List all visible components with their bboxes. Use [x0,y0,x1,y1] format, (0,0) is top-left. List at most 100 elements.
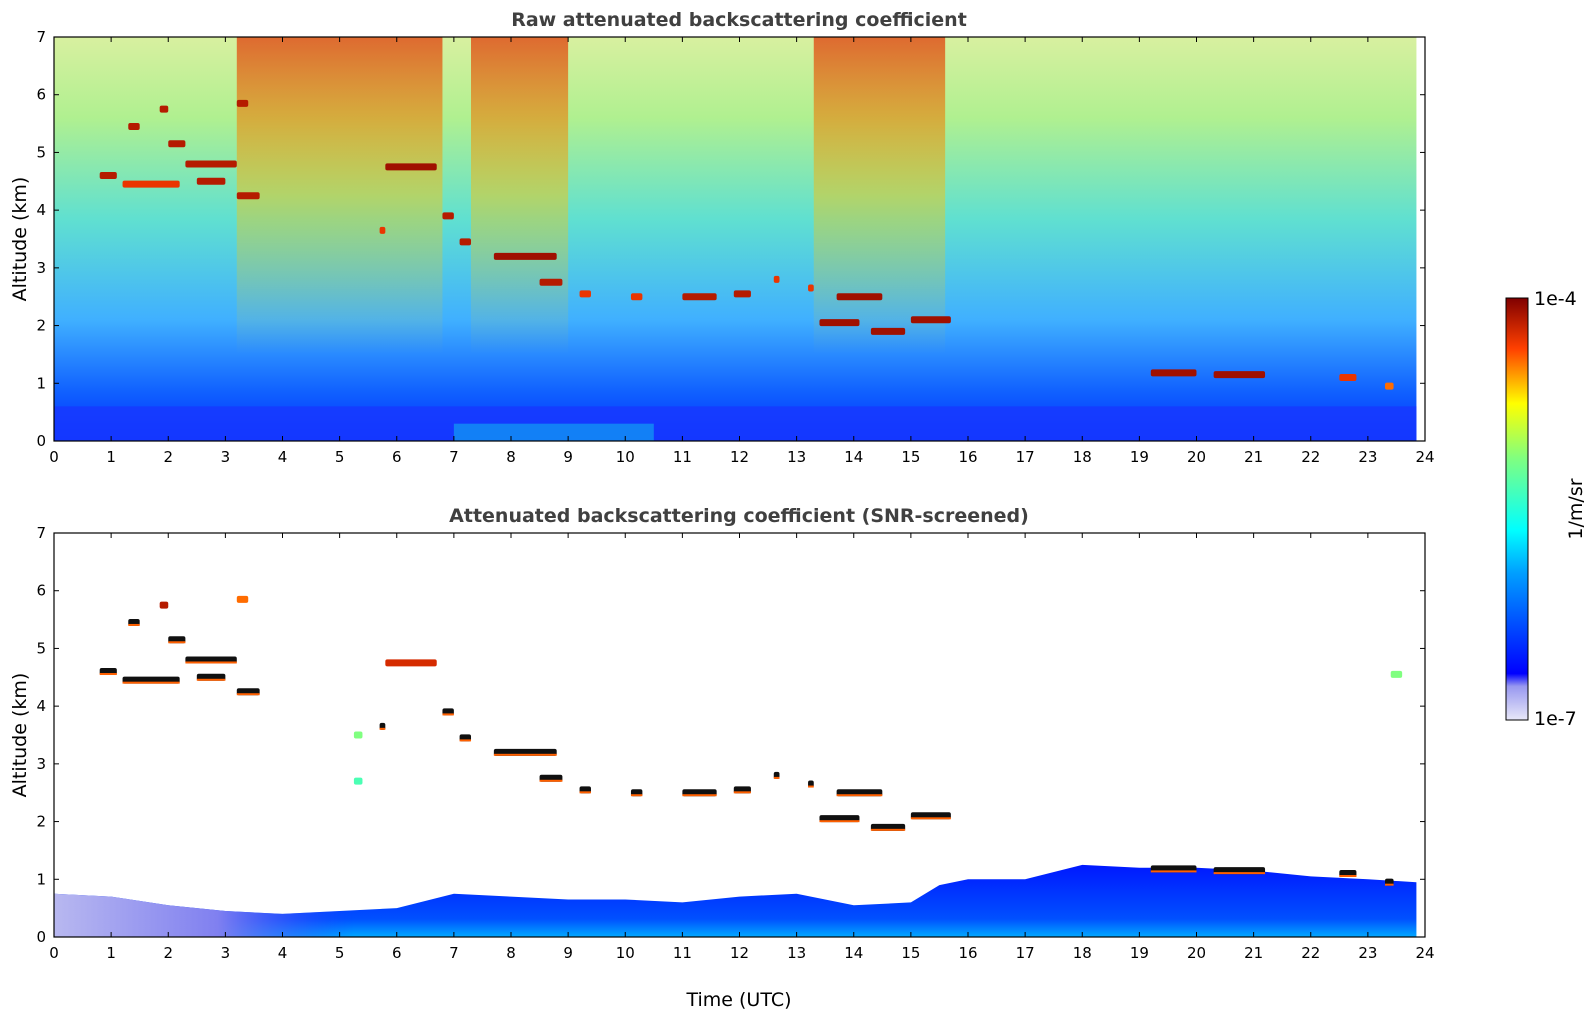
cloud-layer-mark [236,99,249,107]
x-tick-label: 11 [673,944,692,962]
cloud-layer-mark [1339,374,1357,382]
raw-panel: Raw attenuated backscattering coefficien… [9,9,1435,466]
x-tick-label: 22 [1301,448,1320,466]
raw-noise-band [813,37,946,355]
y-tick-label: 0 [36,432,46,450]
cloud-layer-edge [1339,875,1357,878]
colorbar-scale [1505,297,1529,721]
cloud-layer-edge [379,727,386,730]
raw-y-ticks: 0 1 2 3 4 5 6 7 [36,28,1425,450]
y-tick-label: 1 [36,374,46,392]
x-tick-label: 10 [616,448,635,466]
x-tick-label: 17 [1016,944,1035,962]
cloud-layer-edge [442,713,454,716]
colorbar-unit-label: 1/m/sr [1565,478,1587,539]
x-tick-label: 6 [392,944,402,962]
x-tick-label: 16 [958,448,977,466]
cloud-layer-edge [196,678,226,681]
x-tick-label: 1 [106,944,116,962]
x-tick-label: 7 [449,448,459,466]
x-tick-label: 9 [563,944,573,962]
x-tick-label: 2 [163,944,173,962]
cloud-layer-mark [185,160,237,168]
x-tick-label: 9 [563,448,573,466]
x-tick-label: 15 [901,944,920,962]
x-tick-label: 23 [1358,448,1377,466]
raw-boundary-layer [54,406,1417,441]
x-tick-label: 5 [335,448,345,466]
raw-plot-area [54,37,1417,441]
cloud-layer-mark [236,192,260,200]
raw-noise-band [471,37,569,355]
cloud-layer-edge [808,785,814,788]
x-tick-label: 3 [221,448,231,466]
cloud-layer-mark [196,177,226,185]
boundary-layer-fade [54,864,1417,937]
cloud-layer-mark [539,278,563,286]
x-tick-label: 12 [730,448,749,466]
cloud-layer-mark [1213,371,1266,379]
x-tick-label: 24 [1415,944,1434,962]
raw-boundary-layer-core [453,423,654,441]
x-tick-label: 5 [335,944,345,962]
screened-panel-title: Attenuated backscattering coefficient (S… [449,505,1029,527]
raw-y-axis-label: Altitude (km) [9,177,31,302]
x-tick-label: 1 [106,448,116,466]
screened-x-axis-label: Time (UTC) [685,989,791,1011]
x-tick-label: 14 [844,448,863,466]
y-tick-label: 4 [36,201,46,219]
screened-y-axis-label: Altitude (km) [9,673,31,798]
screened-x-ticks: 0 1 2 3 4 5 6 7 8 9 10 11 12 13 14 15 16 17 18 19 20 21 22 23 24 [49,533,1435,962]
x-tick-label: 22 [1301,944,1320,962]
cloud-layer-mark [99,172,117,180]
cloud-layer-edge [870,828,906,831]
y-tick-label: 5 [36,143,46,161]
x-tick-label: 6 [392,448,402,466]
x-tick-label: 0 [49,944,59,962]
y-tick-label: 7 [36,28,46,46]
screened-panel: Attenuated backscattering coefficient (S… [9,505,1435,1011]
cloud-layer-edge [459,739,472,742]
cloud-layer-mark [733,290,751,298]
cloud-layer-edge [539,779,563,782]
x-tick-label: 21 [1244,944,1263,962]
y-tick-label: 3 [36,259,46,277]
x-tick-label: 15 [901,448,920,466]
x-tick-label: 8 [506,944,516,962]
x-tick-label: 0 [49,448,59,466]
cloud-layer-mark [870,327,906,335]
y-tick-label: 6 [36,86,46,104]
cloud-layer-edge [910,817,951,820]
x-tick-label: 8 [506,448,516,466]
cloud-layer-edge [733,791,751,794]
cloud-layer-mark [459,238,472,246]
cloud-layer-mark [168,140,186,148]
y-tick-label: 5 [36,639,46,657]
cloud-layer-edge [836,794,883,797]
cloud-layer-edge [99,673,117,676]
cloud-layer-mark [353,777,363,785]
cloud-layer-edge [168,641,186,644]
x-tick-label: 12 [730,944,749,962]
y-tick-label: 6 [36,582,46,600]
cloud-layer-mark [236,595,249,603]
cloud-layer-edge [1213,872,1266,875]
y-tick-label: 2 [36,317,46,335]
screened-y-ticks: 0 1 2 3 4 5 6 7 [36,524,1425,946]
cloud-layer-mark [159,105,169,113]
y-tick-label: 7 [36,524,46,542]
cloud-layer-edge [122,681,180,684]
raw-x-ticks: 0 1 2 3 4 5 6 7 8 9 10 11 12 13 14 15 16 17 18 19 20 21 22 23 24 [49,37,1435,466]
x-tick-label: 18 [1073,944,1092,962]
colorbar-min-label: 1e-7 [1534,708,1577,730]
x-tick-label: 4 [278,448,288,466]
cloud-layer-edge [128,623,140,626]
cloud-layer-mark [128,122,140,130]
cloud-layer-edge [579,791,591,794]
cloud-layer-edge [819,820,860,823]
raw-noise-band [236,37,443,355]
cloud-layer-mark [1150,369,1197,377]
cloud-layer-edge [630,794,643,797]
cloud-layer-edge [682,794,717,797]
x-tick-label: 20 [1187,944,1206,962]
